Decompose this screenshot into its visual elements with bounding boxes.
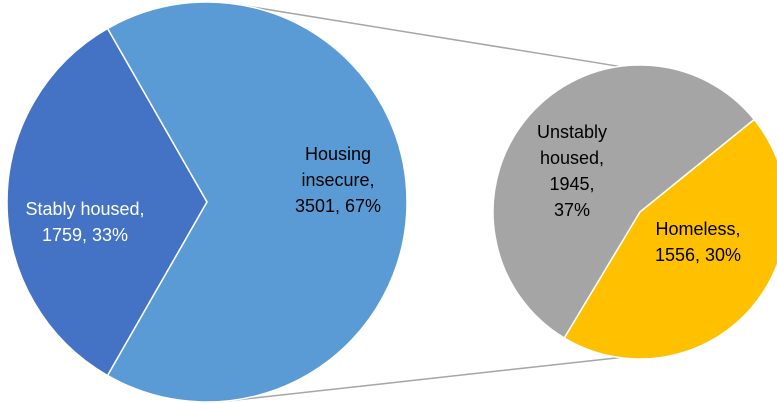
connector-line — [227, 2, 620, 68]
data-label: Stably housed, — [25, 199, 144, 219]
data-label: Homeless, — [655, 219, 740, 239]
pie-slice — [106, 1, 408, 403]
data-label: 1945, — [549, 174, 594, 194]
data-label: 3501, 67% — [295, 196, 381, 216]
pie-slice — [492, 64, 756, 340]
data-label: 37% — [554, 200, 590, 220]
data-label: Housing — [305, 144, 371, 164]
data-label: 1759, 33% — [42, 225, 128, 245]
data-label: 1556, 30% — [655, 245, 741, 265]
pie-slice — [563, 118, 777, 360]
data-label: insecure, — [301, 170, 374, 190]
data-label: housed, — [540, 148, 604, 168]
connector-line — [227, 356, 620, 402]
data-label: Unstably — [537, 122, 607, 142]
